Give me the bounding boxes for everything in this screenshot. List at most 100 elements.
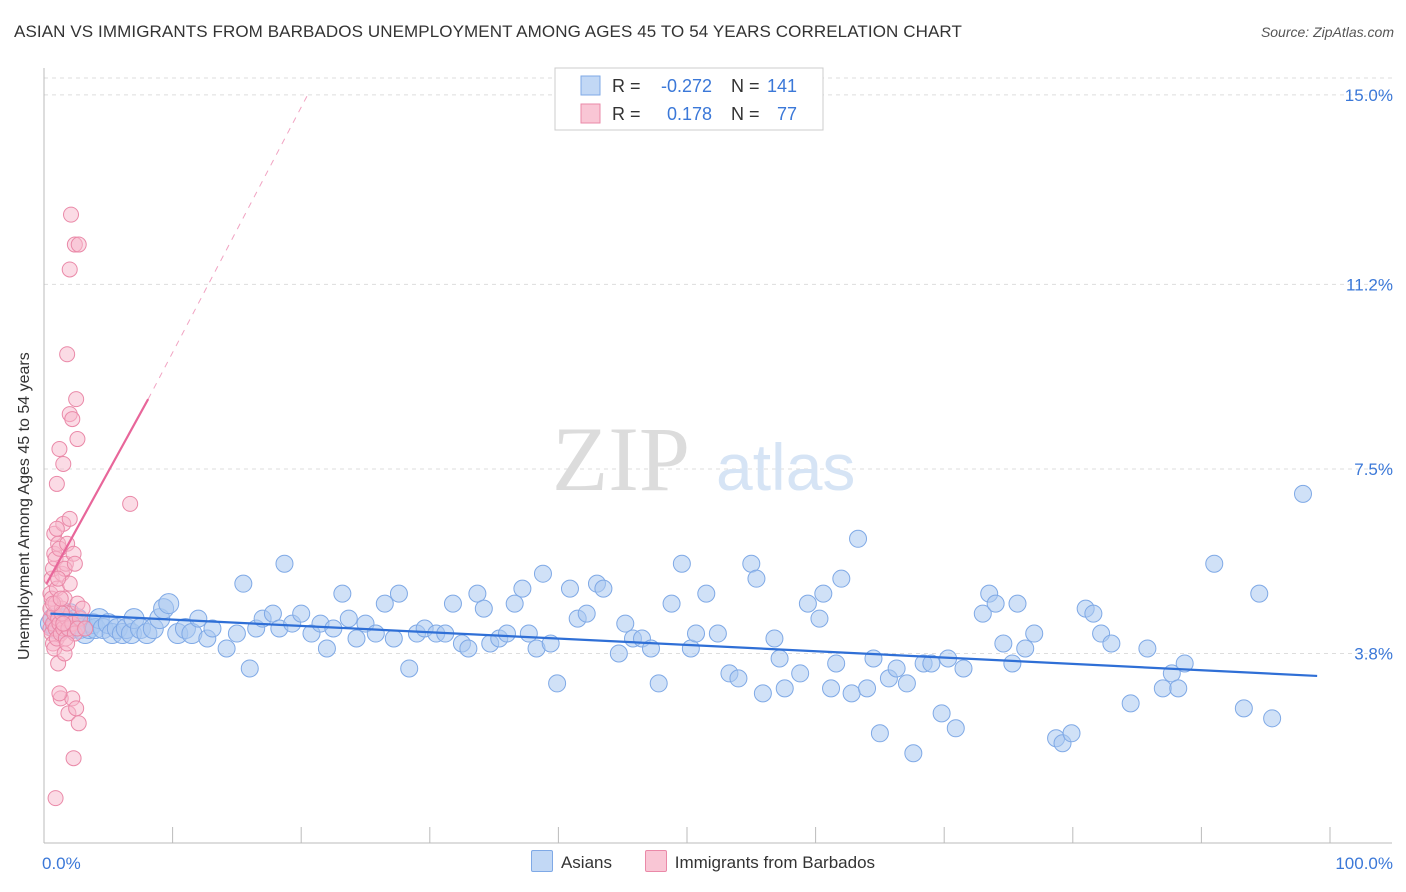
asians-point xyxy=(1121,694,1140,713)
legend-swatch-pink xyxy=(644,850,667,872)
asians-point xyxy=(1062,724,1081,743)
asians-point xyxy=(443,594,462,613)
asians-point xyxy=(384,629,403,648)
legend-item-asians[interactable]: Asians xyxy=(530,850,612,873)
asians-point xyxy=(1138,639,1157,658)
asians-point xyxy=(548,674,567,693)
asians-point xyxy=(1008,594,1027,613)
barbados-point xyxy=(64,411,81,428)
barbados-point xyxy=(48,475,65,492)
barbados-point xyxy=(69,431,86,448)
asians-point xyxy=(1250,584,1269,603)
asians-point xyxy=(333,584,352,603)
barbados-points xyxy=(42,206,139,807)
asians-point xyxy=(227,624,246,643)
asians-point xyxy=(747,569,766,588)
barbados-point xyxy=(55,455,72,472)
asians-point xyxy=(932,704,951,723)
barbados-point xyxy=(122,495,139,512)
barbados-point xyxy=(63,206,80,223)
asians-point xyxy=(832,569,851,588)
asians-point xyxy=(347,629,366,648)
asians-point xyxy=(513,579,532,598)
asians-point xyxy=(519,624,538,643)
barbados-point xyxy=(59,346,76,363)
legend-n-label-asians: N = xyxy=(731,76,760,96)
asians-point xyxy=(375,594,394,613)
tick-labels: 3.8% 7.5% 11.2% 15.0% 0.0% 100.0% xyxy=(42,86,1393,873)
y-axis-label: Unemployment Among Ages 45 to 54 years xyxy=(16,352,33,660)
asians-point xyxy=(994,634,1013,653)
y-tick-label: 15.0% xyxy=(1345,86,1393,105)
barbados-point xyxy=(65,750,82,767)
legend-r-value-asians: -0.272 xyxy=(661,76,712,96)
barbados-point xyxy=(61,261,78,278)
asians-point xyxy=(560,579,579,598)
asians-point xyxy=(904,744,923,763)
asians-point xyxy=(1293,484,1312,503)
correlation-legend: R = -0.272 N = 141 R = 0.178 N = 77 xyxy=(554,67,824,131)
asians-point xyxy=(240,659,259,678)
barbados-point xyxy=(48,520,65,537)
chart-title: ASIAN VS IMMIGRANTS FROM BARBADOS UNEMPL… xyxy=(14,22,962,41)
x-tick-label-min: 0.0% xyxy=(42,854,81,873)
y-tick-label: 11.2% xyxy=(1346,275,1393,294)
asians-point xyxy=(791,664,810,683)
asians-point xyxy=(765,629,784,648)
asians-point xyxy=(234,574,253,593)
legend-item-barbados[interactable]: Immigrants from Barbados xyxy=(644,850,875,873)
barbados-point xyxy=(70,715,87,732)
barbados-point xyxy=(68,391,85,408)
asians-point xyxy=(986,594,1005,613)
legend-label-asians: Asians xyxy=(560,853,612,872)
barbados-point xyxy=(47,790,64,807)
grid-lines xyxy=(44,77,1392,654)
legend-r-value-barbados: 0.178 xyxy=(667,104,712,124)
asians-point xyxy=(864,649,883,668)
asians-point xyxy=(505,594,524,613)
asians-point xyxy=(339,609,358,628)
asians-point xyxy=(827,654,846,673)
watermark: ZIP atlas xyxy=(552,408,855,510)
asians-point xyxy=(887,659,906,678)
asians-point xyxy=(849,529,868,548)
asians-point xyxy=(753,684,772,703)
barbados-point xyxy=(51,685,68,702)
barbados-point xyxy=(55,615,72,632)
asians-point xyxy=(533,564,552,583)
asians-point xyxy=(672,554,691,573)
source-credit: Source: ZipAtlas.com xyxy=(1260,24,1394,40)
asians-point xyxy=(459,639,478,658)
asians-point xyxy=(400,659,419,678)
asians-point xyxy=(954,659,973,678)
asians-point xyxy=(292,604,311,623)
asians-point xyxy=(366,624,385,643)
axes xyxy=(43,68,1392,844)
barbados-point xyxy=(50,570,67,587)
asians-point xyxy=(708,624,727,643)
asians-point xyxy=(468,584,487,603)
asians-point xyxy=(810,609,829,628)
y-tick-label: 3.8% xyxy=(1354,644,1393,663)
asians-point xyxy=(577,604,596,623)
asians-point xyxy=(1263,709,1282,728)
asians-point xyxy=(662,594,681,613)
asians-point xyxy=(729,669,748,688)
asians-point xyxy=(946,719,965,738)
asians-point xyxy=(1175,654,1194,673)
legend-n-value-barbados: 77 xyxy=(777,104,797,124)
asians-point xyxy=(1025,624,1044,643)
barbados-point xyxy=(70,236,87,253)
asians-point xyxy=(275,554,294,573)
barbados-trend-extension xyxy=(147,94,309,400)
asians-point xyxy=(1003,654,1022,673)
legend-n-label-barbados: N = xyxy=(731,104,760,124)
y-tick-label: 7.5% xyxy=(1354,460,1393,479)
watermark-atlas: atlas xyxy=(716,430,855,504)
asians-point xyxy=(497,624,516,643)
barbados-point xyxy=(61,510,78,527)
asians-point xyxy=(742,554,761,573)
asians-point xyxy=(189,609,208,628)
legend-r-label-asians: R = xyxy=(612,76,641,96)
